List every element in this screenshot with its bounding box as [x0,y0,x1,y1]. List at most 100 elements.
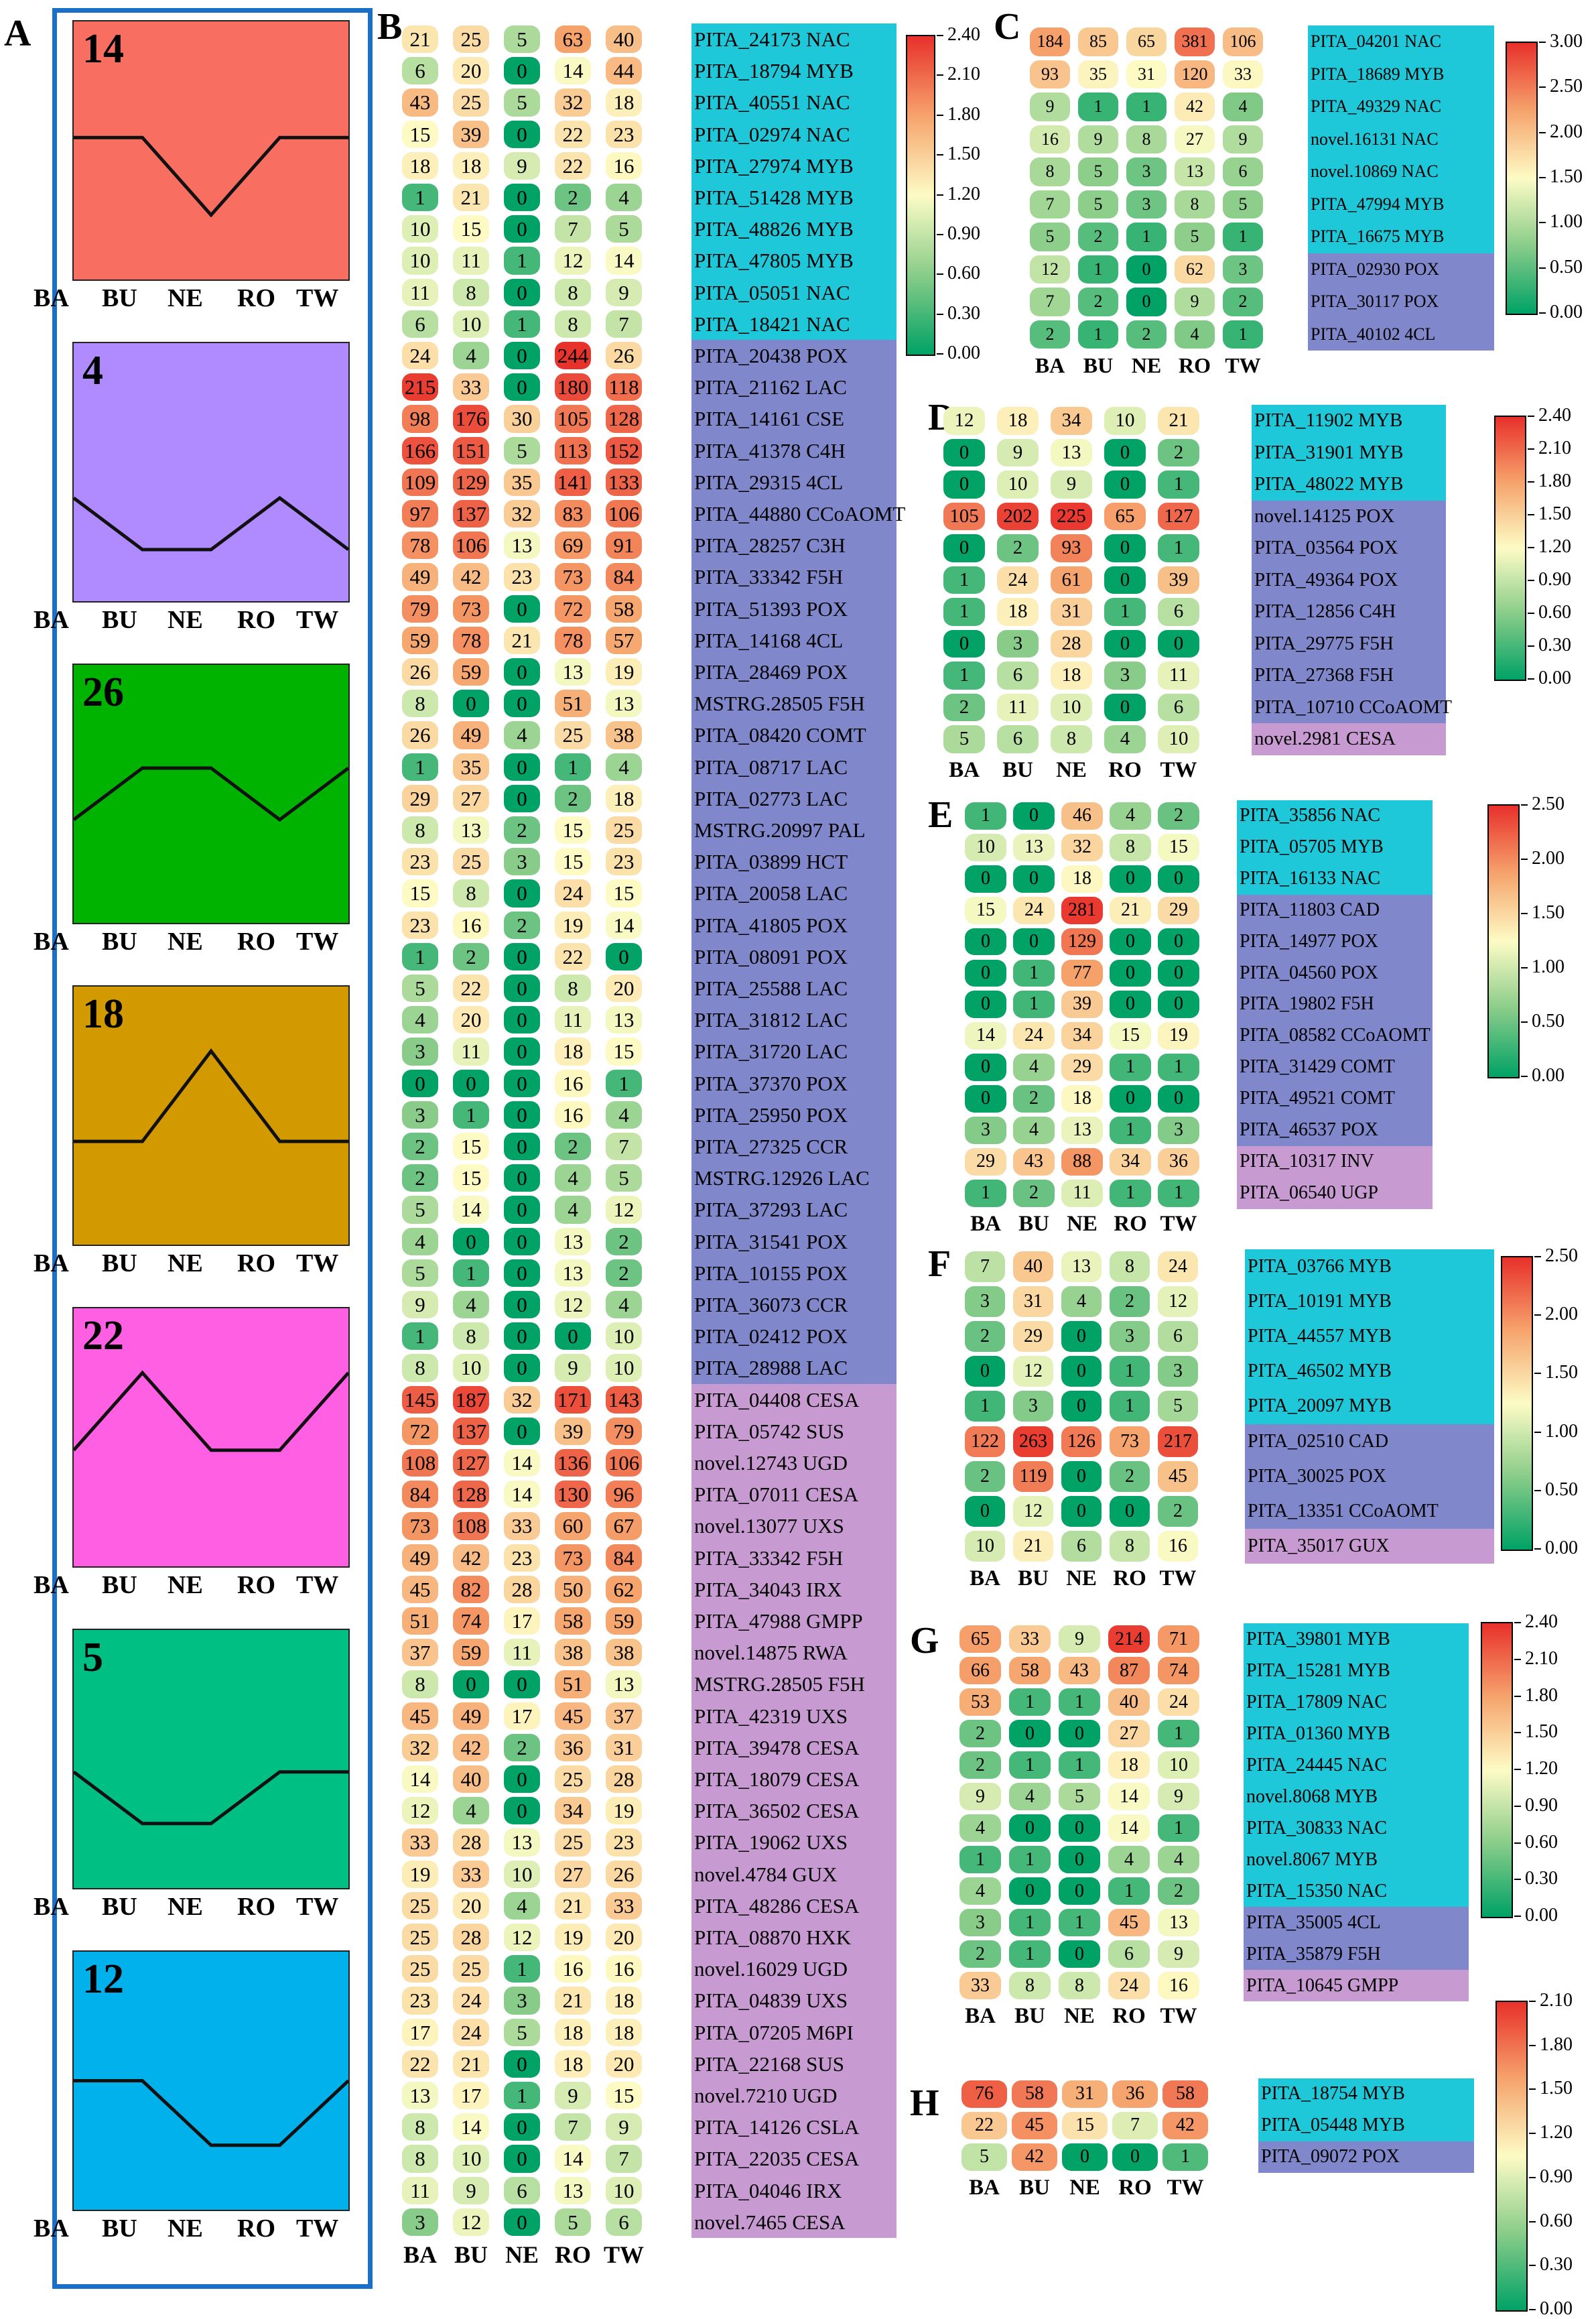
heatmap-cell: 2 [997,534,1039,562]
gene-label: PITA_15350 NAC [1246,1881,1388,1901]
heatmap-cell: 0 [504,690,540,718]
column-label: BU [1018,1211,1049,1236]
gene-label: PITA_08717 LAC [694,755,848,779]
trend-line [74,1048,348,1143]
color-scale-tick: 2.50 [1521,794,1565,814]
heatmap-cell: 4 [1104,725,1146,753]
trend-category-label: BU [102,928,137,956]
heatmap-cell: 42 [453,563,489,591]
color-scale-tick: 1.80 [1514,1684,1558,1706]
heatmap-cell: 35 [1078,60,1118,88]
trend-category-label: TW [296,1571,339,1599]
heatmap-cell: 13 [606,1670,642,1698]
heatmap-cell: 0 [504,2113,540,2141]
heatmap-cell: 5 [1078,158,1118,186]
heatmap-cell: 29 [1158,896,1199,924]
gene-label: PITA_48022 MYB [1254,473,1404,495]
heatmap-cell: 2 [965,1460,1005,1492]
heatmap-cell: 40 [1013,1251,1053,1283]
gene-label: PITA_05705 MYB [1240,836,1384,857]
gene-label: novel.8068 MYB [1246,1786,1378,1807]
heatmap-cell: 0 [1009,1720,1051,1747]
heatmap-cell: 23 [606,120,642,148]
heatmap-cell: 1 [943,566,985,594]
column-label: TW [1160,757,1197,782]
heatmap-cell: 0 [965,1054,1006,1082]
heatmap-cell: 7 [606,310,642,338]
color-scale-tick: 1.20 [1514,1758,1558,1779]
heatmap-cell: 1 [555,753,591,781]
color-scale-tick: 1.50 [1528,503,1571,524]
heatmap-cell: 21 [1013,1530,1053,1562]
panel-label-e: E [928,794,953,836]
heatmap-cell: 13 [1051,438,1092,466]
gene-label: PITA_39478 CESA [694,1735,860,1759]
column-label: NE [1056,757,1087,782]
gene-label: PITA_36073 CCR [694,1293,848,1316]
heatmap-cell: 0 [504,594,540,623]
gene-label: PITA_31429 COMT [1240,1056,1395,1078]
heatmap-cell: 29 [402,784,438,812]
heatmap-cell: 10 [1104,407,1146,435]
heatmap-cell: 43 [402,88,438,117]
heatmap-cell: 1 [1013,991,1055,1019]
gene-label: PITA_24173 NAC [694,27,850,51]
heatmap-cell: 3 [965,1117,1006,1144]
gene-label: PITA_10155 POX [694,1261,848,1285]
heatmap-cell: 39 [1158,566,1199,594]
heatmap-cell: 11 [504,1639,540,1667]
heatmap-cell: 21 [1110,896,1151,924]
heatmap-cell: 15 [402,120,438,148]
heatmap-cell: 17 [402,2018,438,2046]
heatmap-cell: 0 [555,1322,591,1351]
trend-profile-22 [72,1307,350,1568]
color-scale-tick: 0.30 [1528,635,1571,655]
heatmap-cell: 18 [1108,1751,1150,1779]
heatmap-cell: 58 [555,1607,591,1635]
heatmap-cell: 73 [402,1512,438,1540]
heatmap-cell: 37 [606,1702,642,1730]
heatmap-cell: 1 [504,1955,540,1983]
column-label: TW [1159,1566,1197,1590]
heatmap-cell: 5 [606,215,642,243]
gene-label: novel.16029 UGD [694,1957,848,1981]
heatmap-cell: 1 [606,1069,642,1097]
heatmap-cell: 25 [453,25,489,54]
heatmap-cell: 10 [606,2176,642,2204]
trend-category-label: NE [168,928,203,956]
heatmap-cell: 78 [402,531,438,560]
heatmap-cell: 16 [606,1955,642,1983]
heatmap-cell: 38 [606,1639,642,1667]
heatmap-cell: 32 [555,88,591,117]
heatmap-cell: 1 [402,942,438,970]
heatmap-cell: 0 [1013,928,1055,956]
trend-category-label: NE [168,284,203,312]
gene-label: PITA_34043 IRX [694,1577,842,1601]
heatmap-cell: 127 [453,1449,489,1477]
gene-label: PITA_18794 MYB [694,59,854,83]
gene-label: PITA_40551 NAC [694,90,850,115]
gene-label: PITA_13351 CCoAOMT [1248,1500,1439,1521]
heatmap-cell: 263 [1013,1426,1053,1457]
heatmap-cell: 96 [606,1481,642,1509]
color-scale-tick: 1.80 [1529,2033,1573,2055]
heatmap-cell: 2 [1158,1877,1199,1905]
heatmap-cell: 15 [453,1164,489,1192]
heatmap-cell: 6 [1061,1530,1102,1562]
gene-label: PITA_29315 4CL [694,470,844,494]
heatmap-cell: 3 [1104,662,1146,690]
color-scale-tick: 0.00 [1521,1065,1565,1086]
heatmap-cell: 2 [1013,1085,1055,1113]
heatmap-cell: 0 [504,1322,540,1351]
heatmap-cell: 1 [1110,1117,1151,1144]
gene-group-band-blue [1308,253,1494,351]
heatmap-cell: 24 [1013,1022,1055,1050]
heatmap-cell: 18 [997,598,1039,626]
gene-label: novel.8067 MYB [1246,1849,1378,1870]
heatmap-cell: 129 [1061,928,1103,956]
heatmap-cell: 4 [959,1877,1001,1905]
heatmap-cell: 31 [1062,2080,1108,2108]
heatmap-cell: 118 [606,373,642,401]
heatmap-cell: 24 [1108,1972,1150,1999]
heatmap-cell: 0 [943,471,985,499]
